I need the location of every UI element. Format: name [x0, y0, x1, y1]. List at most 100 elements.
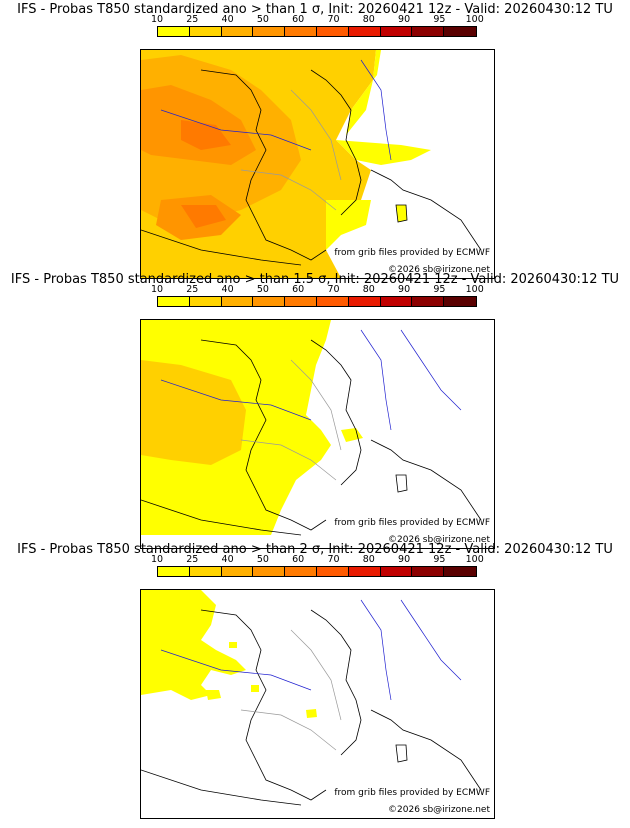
region-borders-2 — [240, 169, 337, 211]
copyright-text: ©2026 sb@irizone.net — [388, 265, 490, 275]
colorbar-segment — [158, 27, 190, 36]
colorbar-tick-label: 60 — [292, 554, 305, 565]
colorbar-segment — [412, 567, 445, 576]
colorbar-tick-label: 100 — [465, 14, 484, 25]
river — [160, 109, 312, 151]
colorbar-segment — [380, 297, 413, 306]
colorbar-segment — [348, 27, 381, 36]
coastline — [200, 609, 327, 801]
colorbar-tick-label: 70 — [327, 14, 340, 25]
colorbar-segment — [158, 567, 190, 576]
coastline-italy — [370, 709, 482, 791]
colorbar-segment — [348, 297, 381, 306]
colorbar-tick-label: 95 — [433, 284, 446, 295]
coastline-spain — [141, 229, 302, 266]
border — [310, 609, 362, 756]
coastline-spain — [141, 499, 302, 536]
panel-2: IFS - Probas T850 standardized ano > tha… — [0, 272, 630, 549]
colorbar-tick-label: 40 — [221, 554, 234, 565]
coastline — [200, 69, 327, 261]
coastline-spain — [141, 769, 302, 806]
colorbar-tick-label: 90 — [398, 554, 411, 565]
colorbar — [157, 296, 477, 307]
colorbar-tick-label: 90 — [398, 284, 411, 295]
corsica-prob — [396, 205, 407, 222]
colorbar-segment — [316, 567, 349, 576]
coastline-italy — [370, 169, 482, 251]
colorbar — [157, 26, 477, 37]
colorbar-segment — [189, 297, 222, 306]
colorbar-tick-label: 50 — [256, 554, 269, 565]
river-rhine — [360, 59, 392, 161]
colorbar-tick-label: 25 — [186, 14, 199, 25]
river-rhine — [360, 329, 392, 431]
colorbar-tick-label: 10 — [150, 284, 164, 295]
probability-map: from grib files provided by ECMWF ©2026 … — [140, 319, 495, 549]
panel-1: IFS - Probas T850 standardized ano > tha… — [0, 2, 630, 279]
colorbar-tick-label: 25 — [186, 284, 199, 295]
prob-area-10c — [346, 80, 373, 135]
corsica-outline — [395, 204, 408, 223]
colorbar-segment — [189, 567, 222, 576]
border — [310, 339, 362, 486]
colorbar-segment — [316, 297, 349, 306]
colorbar-tick-label: 90 — [398, 14, 411, 25]
prob-area-10b — [373, 50, 381, 80]
colorbar-segment — [285, 297, 317, 306]
panel-title: IFS - Probas T850 standardized ano > tha… — [10, 272, 620, 287]
region-borders — [290, 629, 342, 721]
region-borders — [290, 89, 342, 181]
prob-area-10d — [229, 642, 237, 648]
colorbar-segment — [412, 297, 445, 306]
coastline-italy — [370, 439, 482, 521]
colorbar-tick-label: 100 — [465, 554, 484, 565]
river — [160, 649, 312, 691]
colorbar-segment — [221, 567, 254, 576]
panel-3: IFS - Probas T850 standardized ano > tha… — [0, 542, 630, 819]
copyright-text: ©2026 sb@irizone.net — [388, 805, 490, 815]
colorbar-segment — [221, 297, 254, 306]
colorbar-segment — [380, 567, 413, 576]
colorbar-segment — [221, 27, 254, 36]
credit-text: from grib files provided by ECMWF — [334, 518, 490, 528]
colorbar-tick-label: 60 — [292, 284, 305, 295]
colorbar-labels: 10 25 40 50 60 70 80 90 95 100 — [151, 14, 484, 25]
colorbar-tick-label: 95 — [433, 14, 446, 25]
corsica-outline — [395, 744, 408, 763]
panel-title: IFS - Probas T850 standardized ano > tha… — [17, 2, 613, 17]
corsica-outline — [395, 474, 408, 493]
colorbar-segment — [253, 27, 286, 36]
prob-area-60 — [181, 120, 231, 150]
colorbar-labels: 10 25 40 50 60 70 80 90 95 100 — [151, 554, 484, 565]
colorbar-tick-label: 100 — [465, 284, 484, 295]
colorbar-tick-label: 95 — [433, 554, 446, 565]
colorbar-segment — [253, 567, 286, 576]
copyright-text: ©2026 sb@irizone.net — [388, 535, 490, 545]
map-svg — [141, 50, 482, 278]
colorbar-tick-label: 50 — [256, 14, 269, 25]
colorbar — [157, 566, 477, 577]
colorbar-segment — [253, 297, 286, 306]
colorbar-tick-label: 40 — [221, 284, 234, 295]
river-rhine — [360, 599, 392, 701]
river — [160, 379, 312, 421]
region-borders-2 — [240, 439, 337, 481]
map-svg — [141, 320, 482, 536]
colorbar-tick-label: 70 — [327, 284, 340, 295]
colorbar-segment — [316, 27, 349, 36]
colorbar-segment — [444, 567, 476, 576]
prob-area-10 — [336, 140, 431, 165]
probability-map: from grib files provided by ECMWF ©2026 … — [140, 49, 495, 279]
colorbar-segment — [444, 297, 476, 306]
colorbar-segment — [380, 27, 413, 36]
prob-area-10 — [141, 590, 246, 700]
colorbar-segment — [158, 297, 190, 306]
prob-area-10b — [341, 428, 363, 442]
river-danube — [400, 329, 462, 411]
colorbar-segment — [285, 567, 317, 576]
prob-area-10d — [326, 200, 371, 250]
colorbar-tick-label: 80 — [362, 14, 375, 25]
colorbar-labels: 10 25 40 50 60 70 80 90 95 100 — [151, 284, 484, 295]
colorbar-tick-label: 80 — [362, 554, 375, 565]
colorbar-tick-label: 40 — [221, 14, 234, 25]
